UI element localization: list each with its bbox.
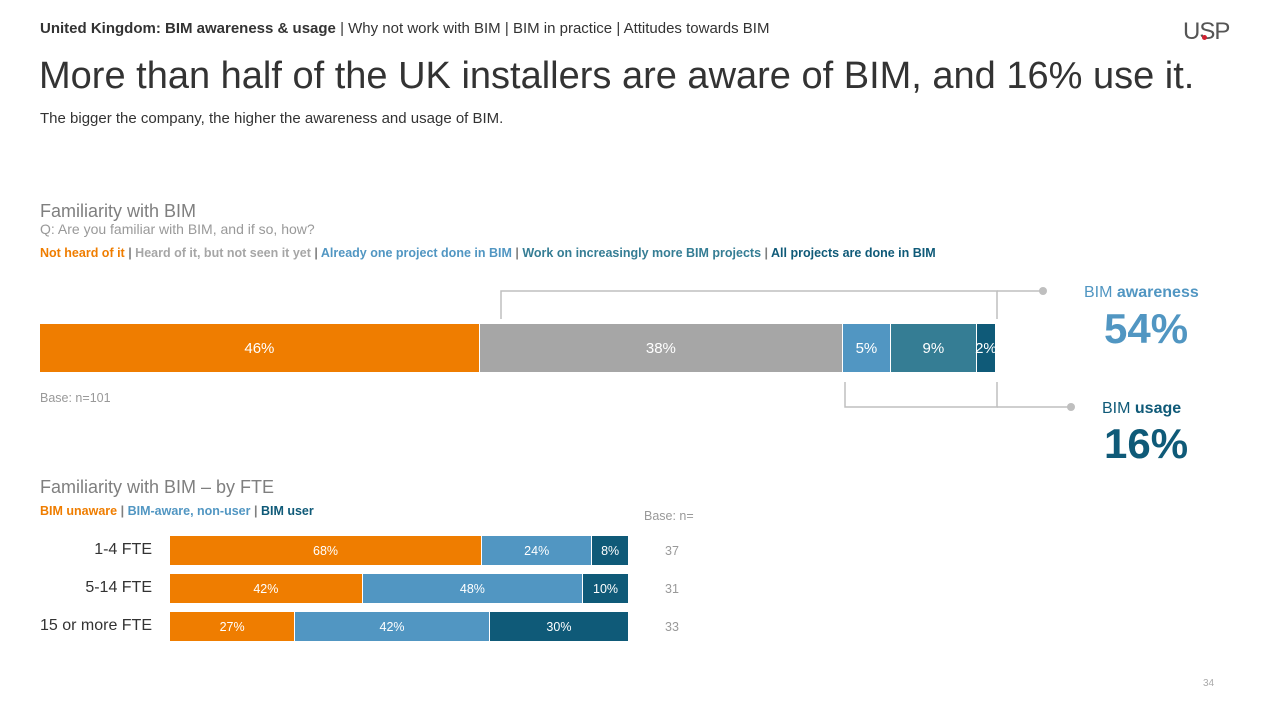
fte-bar-segment: 68% xyxy=(170,536,482,565)
section1-question: Q: Are you familiar with BIM, and if so,… xyxy=(40,221,315,237)
section1-title: Familiarity with BIM xyxy=(40,201,197,221)
bar-segment-4: 2% xyxy=(975,324,997,372)
bar-segment-label: 38% xyxy=(645,339,676,357)
breadcrumb-item-attitudes[interactable]: Attitudes towards BIM xyxy=(623,20,770,37)
usp-logo: USP xyxy=(1183,18,1230,45)
legend-increasingly-more: Work on increasingly more BIM projects xyxy=(522,246,762,260)
legend-all-projects: All projects are done in BIM xyxy=(771,246,936,260)
fte-bar-segment: 10% xyxy=(583,574,628,603)
page-number: 34 xyxy=(1203,678,1215,689)
usage-dot xyxy=(1067,403,1075,411)
fte-row-base: 31 xyxy=(665,582,679,596)
breadcrumb: United Kingdom: BIM awareness & usage | … xyxy=(40,20,770,37)
section2-title: Familiarity with BIM – by FTE xyxy=(40,477,275,497)
legend-heard-not-seen: Heard of it, but not seen it yet xyxy=(135,246,311,260)
bar-segment-1: 38% xyxy=(479,324,843,372)
breadcrumb-item-why-not[interactable]: Why not work with BIM xyxy=(348,20,501,37)
fte-row-label: 1-4 FTE xyxy=(94,541,152,558)
section2-legend: BIM unaware | BIM-aware, non-user | BIM … xyxy=(40,504,314,518)
fte-bar-segment: 27% xyxy=(170,612,295,641)
bar-segment-0: 46% xyxy=(40,324,479,372)
section2-base-header: Base: n= xyxy=(644,509,694,523)
page-subtitle: The bigger the company, the higher the a… xyxy=(40,110,504,127)
bar-segment-label: 5% xyxy=(855,339,878,357)
fte-bar-label: 42% xyxy=(379,619,405,634)
bar-segment-label: 9% xyxy=(922,339,945,357)
fte-bar-label: 48% xyxy=(459,581,485,596)
fte-bar-segment: 30% xyxy=(489,612,628,641)
bar-segment-3: 9% xyxy=(890,324,976,372)
fte-bar-label: 68% xyxy=(313,543,339,558)
logo-dot-icon xyxy=(1202,35,1207,40)
page-title: More than half of the UK installers are … xyxy=(39,55,1195,97)
fte-bar-segment: 42% xyxy=(295,612,489,641)
usage-label: BIM usage xyxy=(1102,400,1182,417)
fte-bar-segment: 48% xyxy=(362,574,583,603)
awareness-value: 54% xyxy=(1104,305,1189,352)
bar-segment-label: 2% xyxy=(975,339,997,357)
fte-bar-label: 30% xyxy=(546,619,572,634)
breadcrumb-active[interactable]: United Kingdom: BIM awareness & usage xyxy=(40,20,336,37)
fte-bar-label: 42% xyxy=(253,581,279,596)
breadcrumb-item-practice[interactable]: BIM in practice xyxy=(512,20,613,37)
fte-bar-label: 27% xyxy=(219,619,245,634)
fte-row-label: 5-14 FTE xyxy=(85,579,152,596)
fte-row-label: 15 or more FTE xyxy=(39,617,152,634)
fte-bar-segment: 42% xyxy=(170,574,362,603)
legend-one-project: Already one project done in BIM xyxy=(320,246,512,260)
legend-not-heard: Not heard of it xyxy=(40,246,125,260)
bar-segment-2: 5% xyxy=(843,324,890,372)
awareness-label: BIM awareness xyxy=(1084,284,1199,301)
fte-bar-label: 24% xyxy=(524,543,550,558)
legend-bim-aware-nonuser: BIM-aware, non-user xyxy=(127,504,251,518)
familiarity-stacked-bar: 46% 38% 5% 9% 2% xyxy=(40,324,997,372)
legend-bim-user: BIM user xyxy=(260,504,314,518)
section1-base: Base: n=101 xyxy=(40,391,111,405)
fte-bar-segment: 8% xyxy=(592,536,628,565)
awareness-bracket xyxy=(500,290,998,319)
fte-bar-segment: 24% xyxy=(482,536,592,565)
usage-value: 16% xyxy=(1104,420,1189,467)
awareness-dot xyxy=(1039,287,1047,295)
section1-legend: Not heard of it | Heard of it, but not s… xyxy=(40,246,936,260)
fte-row-base: 33 xyxy=(665,620,679,634)
fte-row-base: 37 xyxy=(665,544,679,558)
fte-bar-label: 10% xyxy=(593,581,619,596)
legend-bim-unaware: BIM unaware xyxy=(40,504,118,518)
bar-segment-label: 46% xyxy=(244,339,275,357)
usage-bracket xyxy=(844,382,998,408)
fte-bar-label: 8% xyxy=(601,543,620,558)
